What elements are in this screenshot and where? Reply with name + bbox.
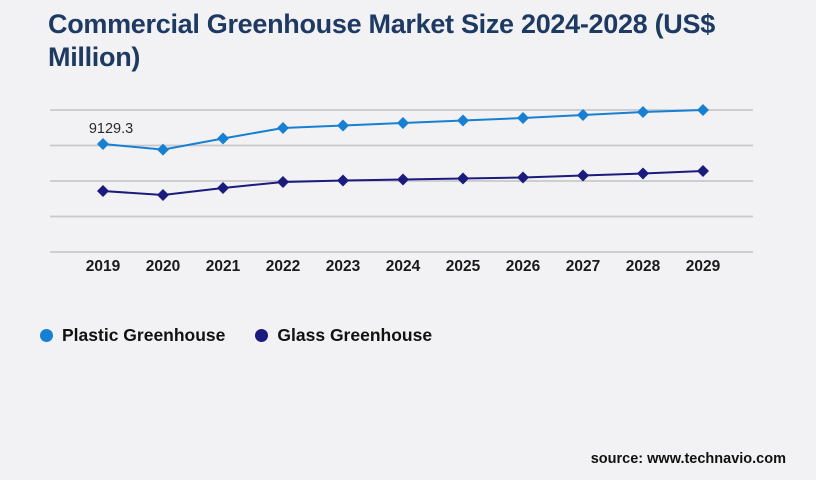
data-label-plastic-greenhouse-2019: 9129.3 <box>89 121 133 137</box>
marker-glass-greenhouse-2029 <box>697 165 709 178</box>
marker-plastic-greenhouse-2024 <box>397 117 409 130</box>
marker-plastic-greenhouse-2020 <box>157 143 169 156</box>
marker-glass-greenhouse-2023 <box>337 174 349 187</box>
marker-glass-greenhouse-2025 <box>457 172 469 185</box>
marker-glass-greenhouse-2027 <box>577 169 589 182</box>
source-note: source: www.technavio.com <box>590 451 786 467</box>
x-axis-label-2021: 2021 <box>206 258 241 275</box>
legend-label: Plastic Greenhouse <box>62 325 226 345</box>
legend-item-glass-greenhouse[interactable]: Glass Greenhouse <box>255 325 432 346</box>
x-axis-label-2022: 2022 <box>266 258 300 275</box>
x-axis-label-2020: 2020 <box>146 258 180 275</box>
x-axis-label-2019: 2019 <box>86 258 121 275</box>
marker-plastic-greenhouse-2026 <box>517 112 529 125</box>
x-axis-label-2027: 2027 <box>566 258 600 275</box>
marker-glass-greenhouse-2028 <box>637 167 649 180</box>
marker-plastic-greenhouse-2027 <box>577 108 589 121</box>
chart-legend: Plastic Greenhouse Glass Greenhouse <box>40 325 432 346</box>
legend-item-plastic-greenhouse[interactable]: Plastic Greenhouse <box>40 325 225 346</box>
marker-plastic-greenhouse-2023 <box>337 119 349 132</box>
marker-plastic-greenhouse-2019 <box>97 137 109 150</box>
marker-glass-greenhouse-2021 <box>217 181 229 194</box>
marker-glass-greenhouse-2024 <box>397 173 409 186</box>
x-axis-label-2023: 2023 <box>326 258 361 275</box>
marker-plastic-greenhouse-2021 <box>217 132 229 145</box>
marker-plastic-greenhouse-2022 <box>277 121 289 134</box>
series-line-plastic-greenhouse <box>102 109 704 151</box>
marker-glass-greenhouse-2026 <box>517 171 529 184</box>
legend-label: Glass Greenhouse <box>277 325 433 345</box>
legend-marker-glass-greenhouse <box>255 329 269 342</box>
marker-plastic-greenhouse-2029 <box>697 104 709 116</box>
x-axis-label-2025: 2025 <box>446 258 481 275</box>
x-axis-label-2028: 2028 <box>626 258 661 275</box>
x-axis-label-2029: 2029 <box>686 258 721 275</box>
legend-marker-plastic-greenhouse <box>40 329 53 342</box>
marker-glass-greenhouse-2020 <box>157 188 169 201</box>
marker-plastic-greenhouse-2028 <box>637 106 649 119</box>
x-axis-label-2024: 2024 <box>386 258 421 275</box>
marker-glass-greenhouse-2019 <box>97 185 109 198</box>
marker-glass-greenhouse-2022 <box>277 176 289 189</box>
x-axis-label-2026: 2026 <box>506 258 541 275</box>
marker-plastic-greenhouse-2025 <box>457 114 469 127</box>
page-title: Commercial Greenhouse Market Size 2024-2… <box>48 9 715 72</box>
